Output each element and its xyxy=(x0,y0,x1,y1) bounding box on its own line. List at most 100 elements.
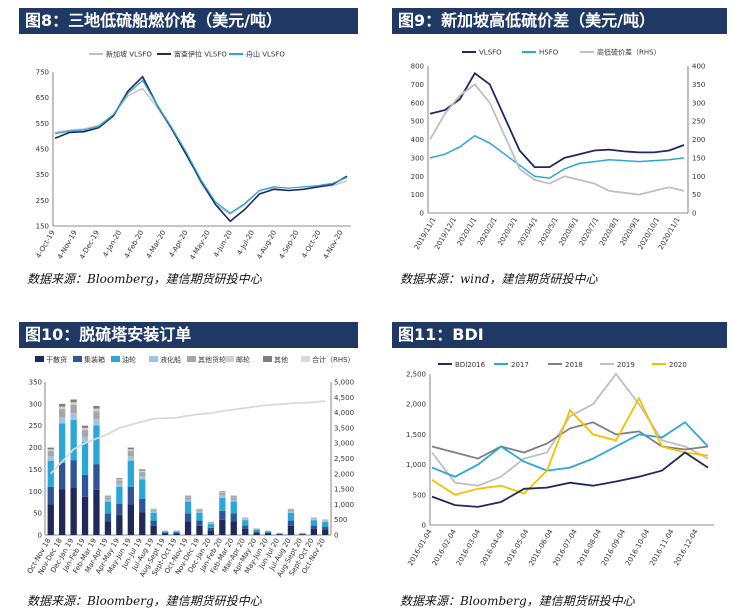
bar-segment xyxy=(93,418,100,426)
bar-segment xyxy=(47,456,54,461)
bar-segment xyxy=(196,509,203,510)
bar-segment xyxy=(173,533,180,535)
chart-panel-fig9: 图9：新加坡高低硫价差（美元/吨） 800 700 600 500 400 300 200 1… xyxy=(392,8,727,290)
bar-segment xyxy=(70,402,77,405)
bar-segment xyxy=(242,528,249,535)
legend-swatch xyxy=(225,356,234,362)
y-tick-label: 300 xyxy=(411,154,424,162)
bar-segment xyxy=(196,509,203,512)
x-tick-label: 2016-03-04 xyxy=(455,528,483,568)
bar-segment xyxy=(264,531,272,533)
bar-segment xyxy=(287,512,295,521)
chart-panel-fig10: 图10：脱硫塔安装订单 350 300 250 200 150 100 50 0 5,000 4,… xyxy=(19,322,358,610)
y-tick-label: 50 xyxy=(33,510,42,518)
bar-segment xyxy=(70,460,77,488)
bar-segment xyxy=(70,419,77,461)
bar-segment xyxy=(127,447,134,450)
bar-segment xyxy=(287,508,295,510)
bar-segment xyxy=(264,533,272,535)
y-tick-label-right: 250 xyxy=(692,118,705,126)
bar-segment xyxy=(93,411,100,419)
cumulative-line xyxy=(50,400,326,475)
bar-segment xyxy=(196,512,203,521)
bar-segment xyxy=(139,512,146,535)
x-tick-label: 4-Oct-20 xyxy=(300,229,322,260)
bar-segment xyxy=(287,509,295,512)
x-tick-label: 2016-09-04 xyxy=(600,528,628,568)
x-tick-label: 2020/3/1 xyxy=(496,216,519,247)
x-tick-label: 4-Jun-20 xyxy=(212,229,234,259)
bar-segment xyxy=(207,530,214,535)
bar-segment xyxy=(139,469,146,471)
x-tick-label: 2016-02-04 xyxy=(431,528,459,568)
bar-segment xyxy=(310,518,317,520)
y-tick-label: 200 xyxy=(411,173,424,181)
bar-segment xyxy=(230,499,237,502)
bar-segment xyxy=(127,460,134,487)
bar-segment xyxy=(207,522,214,524)
bar-segment xyxy=(70,487,77,535)
bar-segment xyxy=(81,496,89,536)
y-tick-label: 400 xyxy=(411,136,424,144)
bar-segment xyxy=(173,532,180,534)
chart-plot: 3503002502001501005005,0004,5004,0003,50… xyxy=(26,355,355,578)
bar-segment xyxy=(116,479,123,481)
bar-segment xyxy=(230,497,237,500)
x-tick-label: 2020/4/1 xyxy=(517,216,540,247)
y-tick-label: 1,500 xyxy=(406,431,426,439)
bar-segment xyxy=(184,513,192,522)
y-tick-label: 0 xyxy=(422,522,426,530)
bar-segment xyxy=(70,404,77,413)
y-tick-label-right: 1,500 xyxy=(334,486,354,494)
series-line xyxy=(431,451,709,508)
y-tick-label: 1,000 xyxy=(406,461,426,469)
legend-swatch xyxy=(73,356,82,362)
bar-segment xyxy=(116,503,123,516)
legend-label: 2017 xyxy=(511,361,529,369)
chart-panel-fig11: 图11：BDI 2,500 2,000 1,500 1,000 500 0 2016-01-… xyxy=(392,322,727,610)
x-tick-label: 2016-01-04 xyxy=(406,528,434,568)
y-tick-label: 0 xyxy=(420,210,424,218)
bar-segment xyxy=(139,479,146,499)
legend-label: 集装箱 xyxy=(84,355,105,364)
bar-segment xyxy=(104,513,112,522)
y-tick-label-right: 1,000 xyxy=(334,501,354,509)
bar-segment xyxy=(230,496,237,498)
x-tick-label: 4-Jul-20 xyxy=(236,229,257,257)
bar-segment xyxy=(139,476,146,480)
y-tick-label: 700 xyxy=(411,81,424,89)
series-line xyxy=(429,83,685,196)
bar-segment xyxy=(104,497,112,500)
chart-source: 数据来源：Bloomberg，建信期货研投中心 xyxy=(27,594,262,608)
bar-segment xyxy=(93,408,100,412)
bar-segment xyxy=(276,534,283,535)
y-tick-label: 2,000 xyxy=(406,401,426,409)
bar-segment xyxy=(287,511,295,513)
x-tick-label: 2016-05-04 xyxy=(503,528,531,568)
bar-segment xyxy=(116,480,123,484)
x-tick-label: 4-Aug-20 xyxy=(255,229,278,261)
bar-segment xyxy=(150,512,157,521)
y-tick-label-right: 350 xyxy=(692,81,705,89)
bar-segment xyxy=(162,532,169,534)
bar-segment xyxy=(104,501,112,514)
y-tick-label: 450 xyxy=(36,146,49,154)
bar-segment xyxy=(93,425,100,465)
bar-segment xyxy=(127,451,134,457)
series-line xyxy=(429,134,685,179)
x-tick-label: 2016-08-04 xyxy=(576,528,604,568)
x-tick-label: 4-Nov-19 xyxy=(56,229,79,261)
x-tick-label: 2020/8/1 xyxy=(598,216,621,247)
bar-segment xyxy=(322,521,329,522)
y-tick-label-right: 5,000 xyxy=(334,379,354,387)
bar-segment xyxy=(207,527,214,531)
chart-title: 图8：三地低硫船燃价格（美元/吨） xyxy=(19,8,358,34)
y-tick-label-right: 2,000 xyxy=(334,470,354,478)
bar-segment xyxy=(150,511,157,513)
y-tick-label-right: 4,500 xyxy=(334,394,354,402)
x-tick-label: 4-Oct-19 xyxy=(34,229,56,260)
bar-segment xyxy=(116,515,123,535)
x-tick-label: 2016-12-04 xyxy=(672,528,700,568)
bar-segment xyxy=(264,532,272,534)
bar-segment xyxy=(287,509,295,510)
